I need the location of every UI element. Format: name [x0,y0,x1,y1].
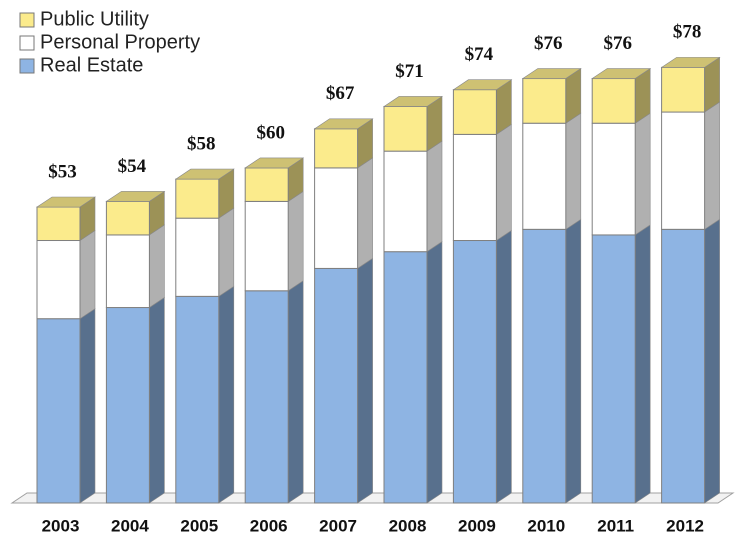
total-label: $67 [326,83,355,104]
bar-side [565,218,582,504]
legend-label: Personal Property [40,31,200,53]
bar-side [426,241,443,504]
bar-top [383,96,443,107]
bar-top [174,168,235,180]
bar [661,111,706,230]
bar [244,167,289,202]
bar-side [496,229,512,504]
legend-swatch [19,35,35,51]
bar [522,228,567,504]
bar-side [357,257,373,504]
total-label: $54 [118,156,147,177]
bar-side [496,123,512,242]
bar-side [704,101,720,230]
bar [175,295,220,504]
bar [244,200,289,292]
bar [383,251,428,504]
x-tick-label: 2005 [180,516,218,535]
bar-side [287,190,304,292]
bar-side [149,296,165,504]
bar-side [426,140,443,253]
bar-side [79,308,96,504]
bar [36,318,81,504]
x-tick-label: 2006 [250,516,288,535]
x-tick-label: 2012 [666,516,704,535]
bar [244,290,289,504]
total-label: $53 [48,161,77,182]
bar-top [244,157,305,169]
bar [36,206,81,242]
bar [591,78,636,124]
bar [452,89,497,135]
bar-side [149,224,165,309]
total-label: $74 [465,44,494,65]
bar-top [105,191,166,202]
x-tick-label: 2003 [42,516,80,535]
bar [175,178,220,219]
total-label: $76 [603,33,632,54]
bar-top [452,79,513,91]
bar [314,267,359,504]
bar-side [287,280,304,504]
total-label: $60 [256,122,285,143]
x-tick-label: 2008 [389,516,427,535]
x-tick-label: 2011 [597,516,634,535]
bar-side [218,207,235,297]
bar-side [704,218,720,504]
bar [661,66,706,113]
bar-top [591,68,652,79]
bar-top [521,68,582,79]
bar [105,234,150,309]
x-tick-label: 2009 [458,516,496,535]
total-label: $71 [395,61,424,82]
bar-side [634,112,651,236]
bar [175,217,220,297]
bar [522,122,567,230]
bar-side [218,285,235,504]
bar-side [565,112,582,230]
bar-side [357,157,373,269]
total-label: $76 [534,33,563,54]
bar [522,78,567,124]
bar [105,200,150,236]
bar [591,122,636,236]
legend-label: Public Utility [40,8,149,30]
total-label: $78 [673,22,702,43]
bar-top [313,118,374,130]
bar [591,234,636,504]
bar-side [634,224,651,504]
bar-side [79,229,96,320]
x-tick-label: 2004 [111,516,149,535]
bar [452,240,497,504]
legend-label: Real Estate [40,54,143,76]
bar [452,133,497,242]
bar [661,228,706,504]
bar [383,150,428,253]
bar-top [36,196,96,208]
x-tick-label: 2007 [319,516,357,535]
bar [383,105,428,152]
x-tick-label: 2010 [527,516,565,535]
bar [36,240,81,320]
bar [314,128,359,169]
bar [105,307,150,504]
bar-top [660,57,721,68]
legend-swatch [19,12,35,28]
bar [314,167,359,269]
legend-swatch [19,58,35,74]
total-label: $58 [187,133,216,154]
